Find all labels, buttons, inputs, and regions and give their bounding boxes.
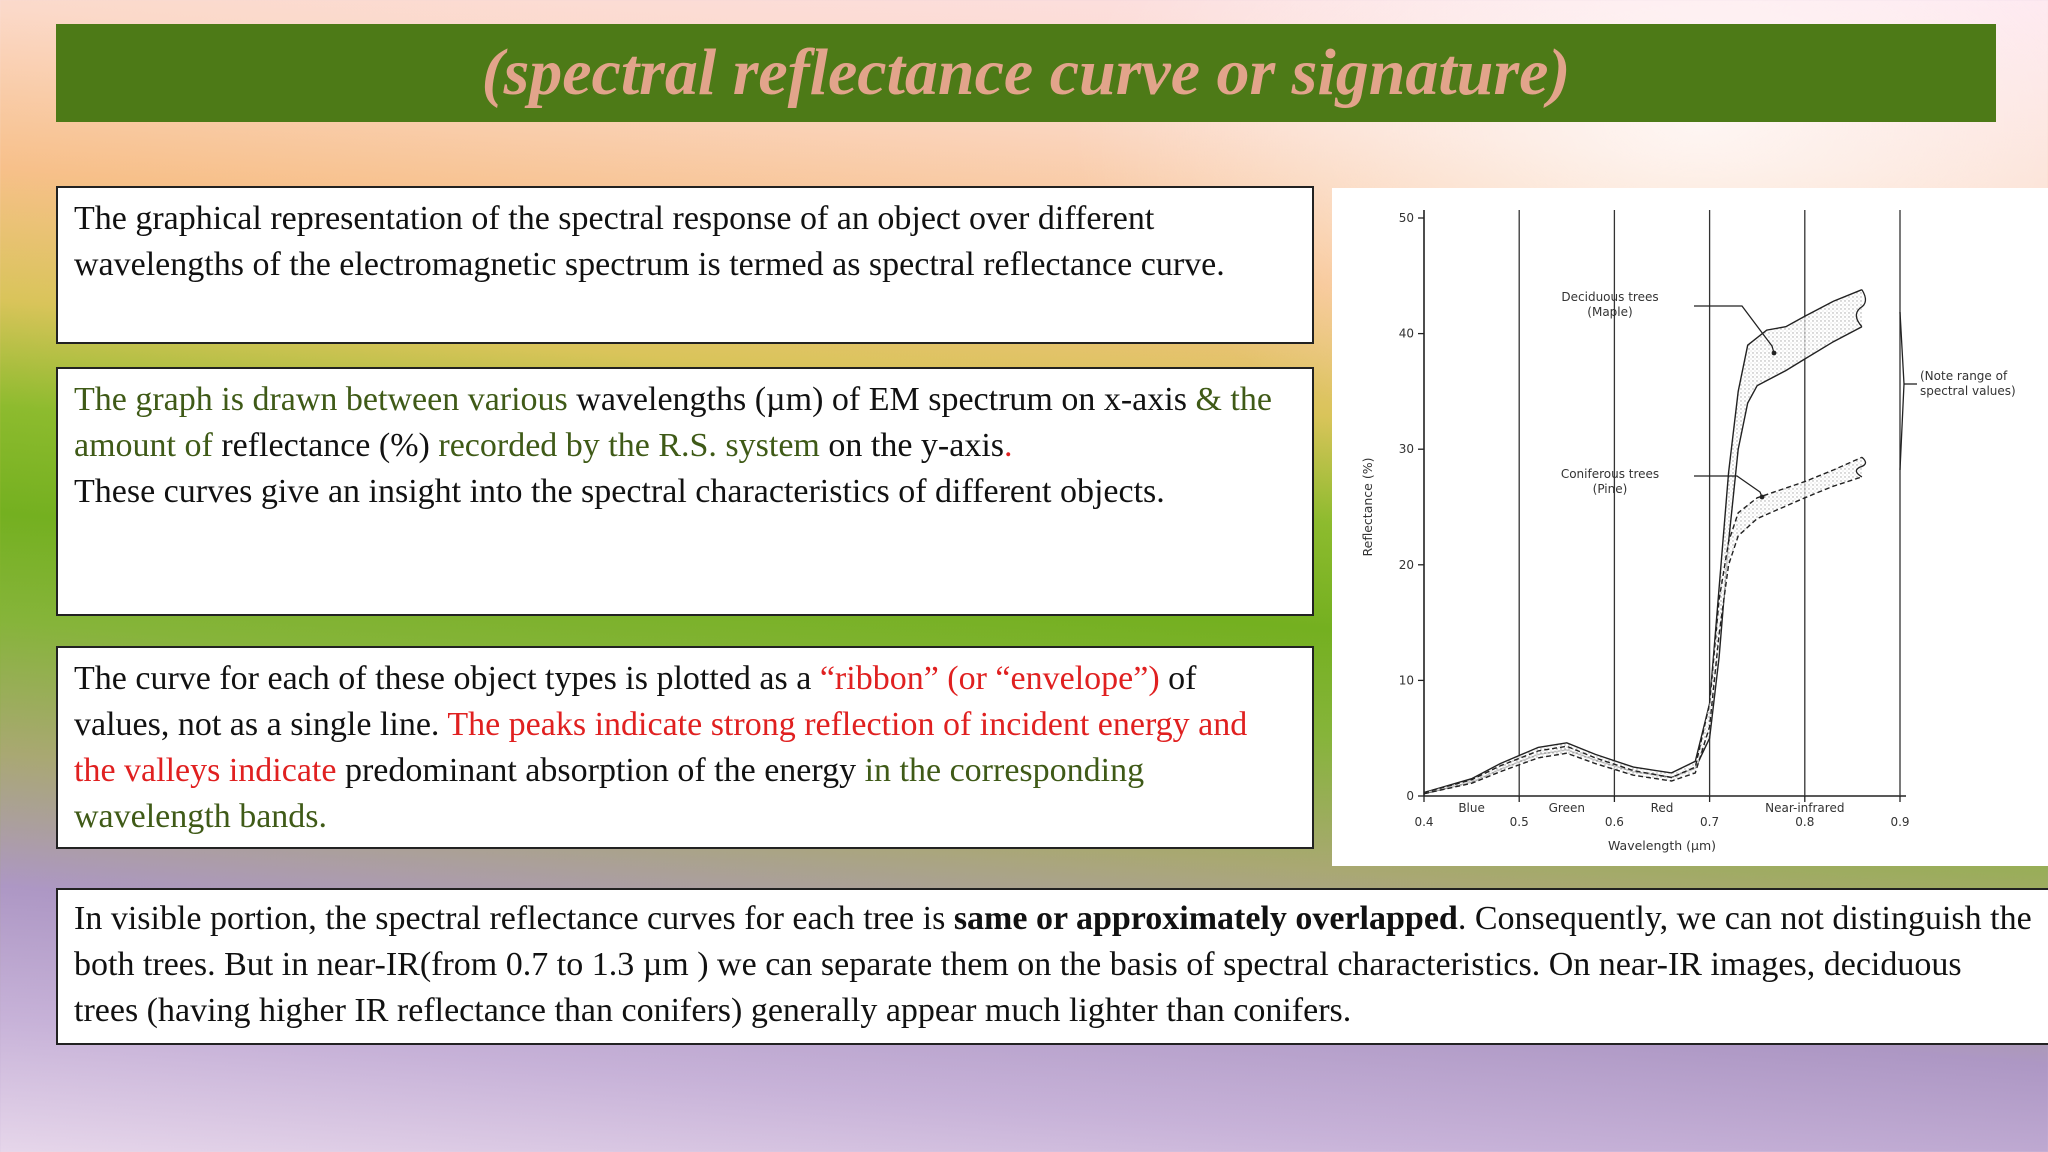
y-tick-label-4: 40 — [1399, 327, 1414, 341]
ribbon-part-6: in the corresponding wavelength bands. — [74, 752, 1145, 835]
ribbon-part-5: predominant absorption of the energy — [336, 752, 865, 789]
ribbon-end-1 — [1855, 456, 1867, 478]
ribbon-upper-1 — [1423, 456, 1863, 794]
ribbon-part-4: The peaks indicate strong reflection of … — [74, 706, 1248, 789]
ribbon-lower-1 — [1423, 476, 1863, 795]
ribbon-end-0 — [1855, 289, 1867, 328]
x-tick-label-5: 0.9 — [1890, 815, 1909, 829]
graph-desc-part-2: wavelengths (µm) of EM spectrum on x-axi… — [567, 381, 1196, 418]
definition-text: The graphical representation of the spec… — [74, 200, 1225, 283]
y-tick-label-3: 30 — [1399, 442, 1414, 456]
title-bar: (spectral reflectance curve or signature… — [56, 24, 1996, 122]
x-tick-label-1: 0.5 — [1510, 815, 1529, 829]
x-tick-label-3: 0.7 — [1700, 815, 1719, 829]
definition-box: The graphical representation of the spec… — [56, 186, 1314, 344]
graph-desc-part-6: on the y-axis — [819, 427, 1005, 464]
band-label-1: Green — [1549, 801, 1585, 815]
x-tick-label-4: 0.8 — [1795, 815, 1814, 829]
visible-part-3: . Consequently, we can not distinguish t… — [74, 900, 2032, 1029]
ribbon-upper-0 — [1423, 289, 1863, 794]
band-label-0: Blue — [1458, 801, 1485, 815]
x-axis-label: Wavelength (µm) — [1608, 838, 1716, 853]
ribbon-part-2: “ribbon” (or “envelope”) — [819, 660, 1160, 697]
spectral-reflectance-chart: 0 10 20 30 40 50 0.4 0.5 0.6 0.7 0.8 0.9 Blue Green Re… — [1360, 210, 2016, 853]
annotation-note-range: (Note range of spectral values) — [1920, 369, 2016, 398]
band-label-2: Red — [1651, 801, 1674, 815]
visible-part-1: In visible portion, the spectral reflect… — [74, 900, 954, 937]
graph-desc-part-3: & the amount of — [74, 381, 1272, 464]
band-label-3: Near-infrared — [1765, 801, 1844, 815]
graph-desc-part-5: recorded by the R.S. system — [438, 427, 820, 464]
ribbon-part-3: of values, not as a single line. — [74, 660, 1197, 743]
spectral-chart-panel: 0 10 20 30 40 50 0.4 0.5 0.6 0.7 0.8 0.9 Blue Green Re… — [1332, 188, 2048, 866]
annotation-deciduous: Deciduous trees (Maple) — [1561, 290, 1658, 319]
y-axis-label: Reflectance (%) — [1360, 458, 1375, 557]
ribbon-part-1: The curve for each of these object types… — [74, 660, 820, 697]
graph-desc-part-4: reflectance (%) — [212, 427, 439, 464]
leader-deciduous — [1694, 305, 1775, 354]
x-tick-label-0: 0.4 — [1414, 815, 1433, 829]
ribbon-lower-0 — [1423, 326, 1863, 795]
visible-part-2: same or approximately overlapped — [953, 900, 1458, 937]
y-tick-label-1: 10 — [1399, 673, 1414, 687]
annotation-coniferous: Coniferous trees (Pine) — [1561, 467, 1659, 496]
y-tick-label-0: 0 — [1406, 789, 1414, 803]
leader-deciduous-dot — [1771, 350, 1777, 356]
ribbon-fill-0 — [1424, 289, 1862, 794]
visible-portion-box: In visible portion, the spectral reflect… — [56, 888, 2048, 1045]
page-title: (spectral reflectance curve or signature… — [481, 36, 1571, 109]
y-tick-label-2: 20 — [1399, 558, 1414, 572]
graph-desc-part-1: The graph is drawn between various — [74, 381, 568, 418]
graph-description-box: The graph is drawn between various wavel… — [56, 367, 1314, 616]
graph-insight-text: These curves give an insight into the sp… — [74, 473, 1165, 510]
ribbon-fill-1 — [1424, 457, 1862, 794]
leader-coniferous-dot — [1759, 494, 1765, 500]
y-tick-label-5: 50 — [1399, 211, 1414, 225]
x-tick-label-2: 0.6 — [1605, 815, 1624, 829]
leader-coniferous — [1694, 475, 1763, 498]
graph-desc-part-7: . — [1004, 427, 1013, 464]
ribbon-description-box: The curve for each of these object types… — [56, 646, 1314, 849]
